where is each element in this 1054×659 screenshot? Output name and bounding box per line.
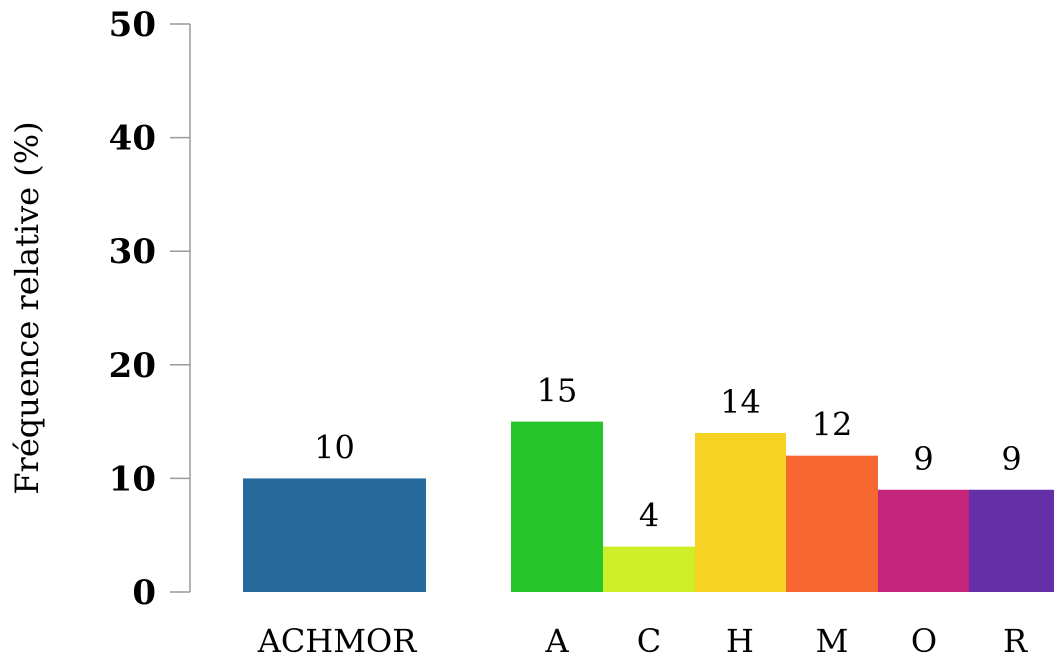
data-label: 9 <box>913 440 933 478</box>
x-category-label: H <box>726 622 754 659</box>
data-label: 15 <box>537 372 578 410</box>
bars-group <box>243 421 1054 592</box>
y-tick-label: 50 <box>109 5 156 45</box>
x-category-label: O <box>911 622 937 659</box>
y-tick-label: 30 <box>109 232 156 272</box>
x-category-label: M <box>816 622 849 659</box>
bar-m <box>786 455 878 592</box>
y-tick-label: 0 <box>132 573 156 613</box>
data-label: 9 <box>1001 440 1021 478</box>
x-category-label: C <box>637 622 661 659</box>
data-labels-group: 10 15 4 14 12 9 9 <box>314 372 1022 535</box>
data-label: 10 <box>314 428 355 466</box>
category-labels-group: ACHMOR A C H M O R <box>257 622 1028 659</box>
x-category-label: A <box>544 622 569 659</box>
x-category-label: ACHMOR <box>257 622 418 659</box>
y-tick-label: 20 <box>109 346 156 386</box>
data-label: 14 <box>720 383 761 421</box>
bar-a <box>511 421 603 592</box>
bar-achmor <box>243 478 426 592</box>
bar-r <box>969 489 1054 592</box>
bar-h <box>695 432 786 592</box>
y-tick-label: 40 <box>109 119 156 159</box>
bar-o <box>878 489 969 592</box>
y-tick-label: 10 <box>109 459 156 499</box>
y-axis-title: Fréquence relative (%) <box>8 121 46 494</box>
x-category-label: R <box>1003 622 1028 659</box>
data-label: 4 <box>639 497 659 535</box>
data-label: 12 <box>812 406 853 444</box>
y-axis-ticks: 0 10 20 30 40 50 <box>109 5 190 613</box>
bar-c <box>603 546 695 592</box>
